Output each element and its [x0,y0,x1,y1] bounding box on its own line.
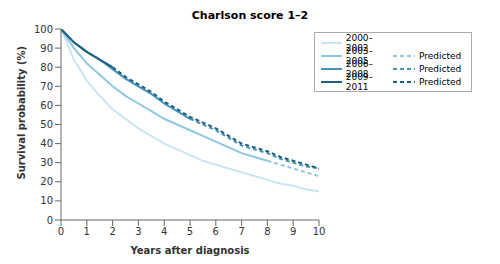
html-text:Predicted: Predicted [419,50,462,61]
svg-text:1: 1 [84,226,90,237]
svg-text:Survival probability (%): Survival probability (%) [16,46,27,180]
html-text:Charlson score 1–2: Charlson score 1–2 [191,9,309,22]
svg-text:3: 3 [135,226,141,237]
svg-text:30: 30 [40,157,53,168]
svg-text:2: 2 [109,226,115,237]
html-text:2003–2005: 2003–2005 [345,45,374,66]
svg-text:5: 5 [187,226,193,237]
svg-text:60: 60 [40,100,53,111]
html-text:2009–2011: 2009–2011 [345,71,374,92]
svg-text:80: 80 [40,62,53,73]
html-text:2006–2008: 2006–2008 [345,58,374,79]
html-text:2000–2002: 2000–2002 [345,32,374,53]
svg-text:40: 40 [40,138,53,149]
svg-text:0: 0 [58,226,64,237]
html-text:Predicted: Predicted [419,76,462,87]
svg-text:4: 4 [161,226,167,237]
svg-text:100: 100 [34,24,53,35]
svg-text:9: 9 [290,226,296,237]
svg-text:6: 6 [213,226,219,237]
svg-text:90: 90 [40,43,53,54]
html-text:Predicted: Predicted [419,63,462,74]
svg-text:50: 50 [40,119,53,130]
svg-text:8: 8 [264,226,270,237]
svg-text:Years after diagnosis: Years after diagnosis [129,245,249,256]
svg-text:70: 70 [40,81,53,92]
svg-text:0: 0 [47,215,53,226]
svg-text:20: 20 [40,176,53,187]
svg-text:10: 10 [313,226,326,237]
svg-text:7: 7 [238,226,244,237]
svg-text:10: 10 [40,195,53,206]
